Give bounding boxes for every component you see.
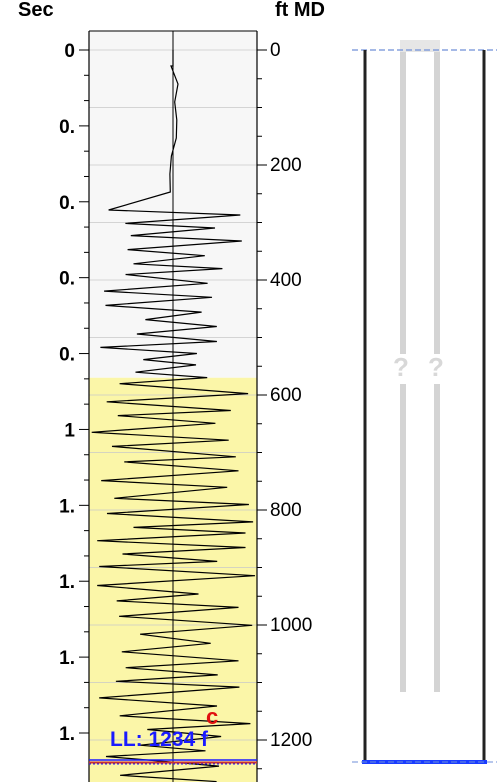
time-tick-label: 0. — [59, 269, 75, 290]
depth-tick-label: 0 — [270, 40, 281, 61]
question-mark-right: ? — [428, 352, 444, 382]
well-schematic: ? ? — [352, 40, 497, 764]
time-tick-label: 0. — [59, 345, 75, 366]
depth-tick-label: 1000 — [270, 615, 312, 636]
depth-axis: 0 200 400 600 800 1000 1200 — [257, 40, 312, 770]
pipe-bg-2 — [426, 354, 448, 384]
pipe-top-cap — [400, 40, 440, 52]
pipe-bg-1 — [392, 354, 414, 384]
right-axis-title: ft MD — [275, 0, 325, 21]
question-mark-left: ? — [393, 352, 409, 382]
c-marker-label: c — [206, 704, 218, 729]
time-tick-label: 0. — [59, 117, 75, 138]
depth-tick-label: 1200 — [270, 730, 312, 751]
depth-tick-label: 800 — [270, 500, 302, 521]
time-tick-label: 1. — [59, 572, 75, 593]
ll-label: LL: 1234 f — [110, 728, 209, 751]
log-trace — [91, 50, 256, 782]
depth-tick-label: 200 — [270, 155, 302, 176]
time-axis: 0 0. 0. 0. 0. 1 1. 1. 1. 1. — [59, 41, 89, 745]
time-tick-label: 1 — [64, 420, 75, 441]
depth-tick-label: 600 — [270, 385, 302, 406]
time-tick-label: 0 — [64, 41, 75, 62]
time-tick-label: 1. — [59, 496, 75, 517]
trace-line — [91, 50, 256, 782]
time-tick-label: 1. — [59, 648, 75, 669]
left-axis-title: Sec — [18, 0, 54, 21]
time-tick-label: 0. — [59, 193, 75, 214]
depth-tick-label: 400 — [270, 270, 302, 291]
time-tick-label: 1. — [59, 724, 75, 745]
